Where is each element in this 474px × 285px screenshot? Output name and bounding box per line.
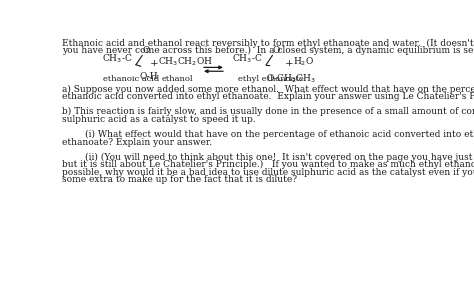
Text: ethanoate? Explain your answer.: ethanoate? Explain your answer.: [62, 138, 212, 146]
Text: ethanol: ethanol: [162, 76, 193, 84]
Text: CH$_3$-C: CH$_3$-C: [102, 52, 132, 65]
Text: you have never come across this before.)  In a closed system, a dynamic equilibr: you have never come across this before.)…: [62, 46, 474, 56]
Text: b) This reaction is fairly slow, and is usually done in the presence of a small : b) This reaction is fairly slow, and is …: [62, 107, 474, 117]
Text: O-H: O-H: [139, 72, 158, 82]
Text: +: +: [285, 59, 293, 68]
Text: ethanoic acid: ethanoic acid: [103, 76, 160, 84]
Text: Ethanoic acid and ethanol react reversibly to form ethyl ethanoate and water.  (: Ethanoic acid and ethanol react reversib…: [62, 39, 474, 48]
Text: some extra to make up for the fact that it is dilute?: some extra to make up for the fact that …: [62, 175, 297, 184]
Text: O: O: [142, 46, 150, 55]
Text: (ii) (You will need to think about this one!  It isn't covered on the page you h: (ii) (You will need to think about this …: [62, 153, 474, 162]
Text: O-CH$_2$CH$_3$: O-CH$_2$CH$_3$: [266, 72, 316, 85]
Text: H$_2$O: H$_2$O: [292, 55, 313, 68]
Text: a) Suppose you now added some more ethanol.  What effect would that have on the : a) Suppose you now added some more ethan…: [62, 85, 474, 94]
Text: ethanoic acid converted into ethyl ethanoate.  Explain your answer using Le Chat: ethanoic acid converted into ethyl ethan…: [62, 92, 474, 101]
Text: possible, why would it be a bad idea to use dilute sulphuric acid as the catalys: possible, why would it be a bad idea to …: [62, 168, 474, 177]
Text: sulphuric acid as a catalyst to speed it up.: sulphuric acid as a catalyst to speed it…: [62, 115, 255, 124]
Text: ethyl ethanoate: ethyl ethanoate: [238, 76, 304, 84]
Text: +: +: [150, 59, 159, 68]
Text: CH$_3$CH$_2$OH: CH$_3$CH$_2$OH: [158, 55, 213, 68]
Text: CH$_3$-C: CH$_3$-C: [232, 52, 263, 65]
Text: O: O: [273, 46, 280, 55]
Text: but it is still about Le Chatelier's Principle.)   If you wanted to make as much: but it is still about Le Chatelier's Pri…: [62, 160, 474, 169]
Text: (i) What effect would that have on the percentage of ethanoic acid converted int: (i) What effect would that have on the p…: [62, 130, 474, 139]
